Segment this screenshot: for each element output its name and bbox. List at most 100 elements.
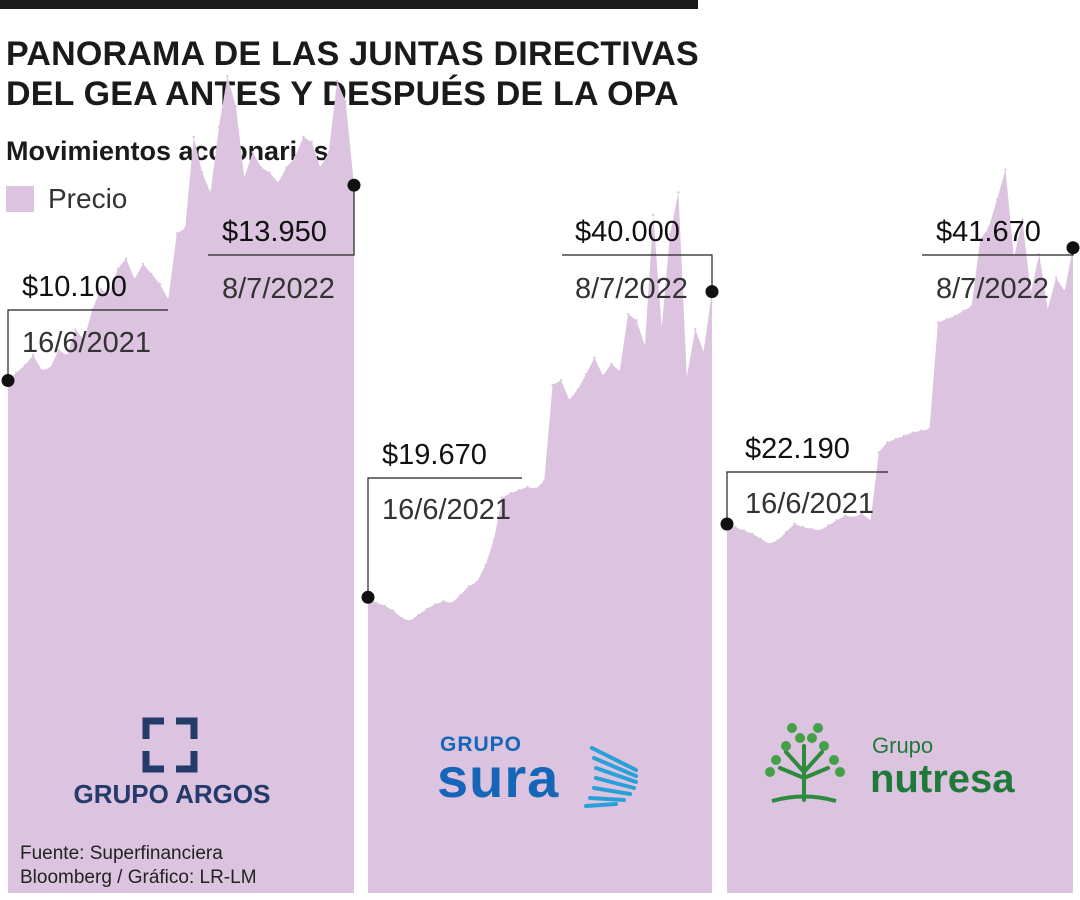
data-point-argos-3 (32, 354, 35, 357)
data-point-argos-27 (234, 105, 238, 108)
date-label-start-sura: 16/6/2021 (382, 494, 511, 526)
data-point-sura-10 (450, 601, 454, 605)
data-point-argos-2 (23, 364, 27, 367)
series-panel-nutresa: $22.190 16/6/2021 $41.670 8/7/2022 (720, 168, 1080, 894)
data-point-argos-31 (268, 171, 271, 174)
data-point-nutresa-29 (970, 304, 973, 308)
data-point-nutresa-33 (1004, 168, 1007, 171)
data-point-nutresa-8 (793, 522, 796, 525)
data-point-nutresa-23 (919, 429, 923, 432)
data-point-nutresa-15 (852, 516, 855, 519)
data-point-nutresa-17 (869, 519, 872, 522)
data-point-nutresa-20 (894, 437, 897, 441)
price-label-start-nutresa: $22.190 (745, 433, 850, 465)
data-point-argos-5 (49, 366, 52, 370)
data-point-nutresa-24 (928, 427, 931, 431)
data-point-argos-35 (302, 135, 305, 139)
chart-subtitle: Movimientos accionarios (6, 136, 329, 166)
data-point-sura-1 (375, 601, 378, 605)
data-point-nutresa-11 (818, 529, 821, 532)
data-point-nutresa-18 (877, 451, 881, 454)
data-point-sura-17 (509, 491, 512, 495)
data-point-nutresa-39 (1054, 276, 1058, 279)
data-point-sura-30 (618, 370, 621, 373)
date-label-end-sura: 8/7/2022 (575, 273, 688, 305)
data-point-nutresa-21 (903, 434, 906, 437)
data-point-nutresa-4 (759, 537, 762, 540)
data-point-nutresa-40 (1063, 289, 1066, 293)
date-label-start-nutresa: 16/6/2021 (745, 488, 874, 520)
data-point-nutresa-7 (784, 530, 788, 534)
data-point-nutresa-5 (768, 542, 771, 545)
date-label-start-argos: 16/6/2021 (22, 327, 151, 359)
data-point-sura-31 (626, 313, 630, 316)
data-point-sura-27 (593, 356, 596, 359)
top-rule (0, 0, 698, 9)
data-point-argos-30 (260, 166, 263, 169)
price-area-argos (8, 76, 354, 894)
data-point-argos-12 (108, 293, 111, 296)
argos-logo-text: GRUPO ARGOS (74, 779, 271, 809)
data-point-nutresa-34 (1012, 256, 1016, 259)
source-line-2: Bloomberg / Gráfico: LR-LM (20, 867, 257, 888)
data-point-sura-6 (417, 613, 420, 617)
data-point-nutresa-28 (962, 309, 965, 313)
data-point-argos-20 (175, 232, 178, 235)
data-point-argos-37 (319, 166, 322, 169)
data-point-argos-1 (15, 371, 18, 375)
data-point-sura-33 (643, 344, 647, 347)
data-point-argos-32 (276, 181, 280, 184)
data-point-argos-26 (226, 74, 229, 78)
data-point-argos-39 (335, 80, 339, 83)
data-point-argos-29 (251, 151, 254, 154)
data-point-argos-8 (74, 328, 77, 331)
data-point-sura-11 (459, 594, 462, 597)
data-point-nutresa-32 (995, 198, 999, 201)
data-point-nutresa-3 (751, 532, 754, 535)
data-point-nutresa-35 (1021, 218, 1024, 221)
data-point-sura-37 (677, 191, 680, 194)
data-point-nutresa-30 (979, 238, 982, 241)
data-point-argos-33 (285, 166, 288, 169)
price-label-start-sura: $19.670 (382, 439, 487, 471)
data-point-argos-9 (82, 338, 86, 342)
sura-wing-icon (584, 746, 638, 808)
data-point-sura-4 (400, 616, 403, 620)
data-point-argos-25 (217, 125, 221, 128)
marker-start-argos (1, 374, 15, 388)
data-point-sura-39 (694, 328, 697, 331)
data-point-sura-3 (392, 609, 395, 612)
nutresa-logo-big-text: nutresa (870, 757, 1015, 801)
data-point-argos-28 (243, 176, 246, 179)
date-label-end-argos: 8/7/2022 (222, 273, 335, 305)
sura-logo-small-text: GRUPO (440, 733, 522, 756)
data-point-sura-19 (526, 485, 529, 489)
series-panel-argos: $10.100 16/6/2021 $13.950 8/7/2022 (1, 74, 361, 894)
data-point-sura-7 (425, 607, 428, 611)
price-area-sura (368, 192, 712, 893)
leader-line-end-argos (208, 185, 355, 256)
data-point-sura-5 (408, 619, 412, 623)
leader-line-start-sura (367, 477, 522, 598)
data-point-argos-7 (65, 354, 69, 357)
data-point-sura-13 (475, 580, 479, 583)
data-point-nutresa-12 (827, 524, 830, 527)
data-point-sura-23 (559, 379, 563, 382)
data-point-argos-34 (293, 156, 297, 159)
data-point-sura-35 (660, 326, 663, 329)
series-panel-sura: $19.670 16/6/2021 $40.000 8/7/2022 (361, 191, 719, 893)
data-point-nutresa-38 (1046, 308, 1049, 311)
data-point-sura-38 (685, 376, 688, 379)
data-point-nutresa-36 (1029, 291, 1033, 294)
data-point-nutresa-26 (945, 318, 948, 321)
data-point-argos-11 (99, 288, 103, 291)
data-point-argos-4 (40, 369, 43, 372)
data-point-sura-26 (584, 373, 588, 376)
data-point-argos-16 (141, 262, 145, 265)
data-point-argos-38 (327, 151, 330, 154)
source-note: Fuente: Superfinanciera Bloomberg / Gráf… (20, 842, 257, 890)
data-point-nutresa-10 (810, 527, 813, 530)
